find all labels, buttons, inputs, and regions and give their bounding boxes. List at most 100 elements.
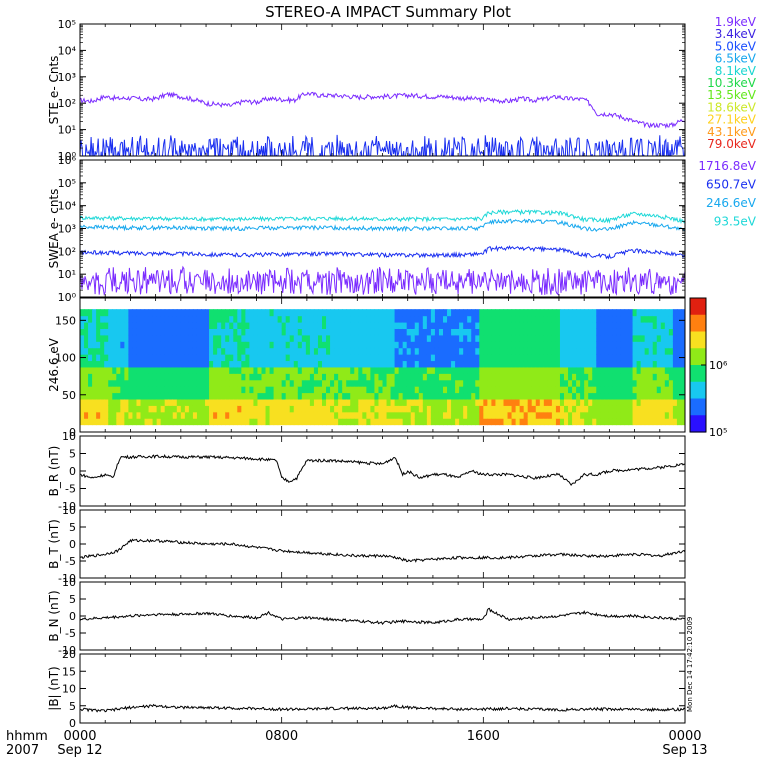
heatmap-cell xyxy=(362,405,367,413)
heatmap-cell xyxy=(648,411,654,419)
heatmap-cell xyxy=(269,341,275,349)
heatmap-cell xyxy=(309,315,315,323)
heatmap-cell xyxy=(92,418,97,426)
heatmap-cell xyxy=(293,418,299,426)
heatmap-cell xyxy=(120,354,125,362)
heatmap-cell xyxy=(588,309,593,317)
heatmap-cell xyxy=(84,392,89,400)
heatmap-cell xyxy=(652,334,658,342)
heatmap-cell xyxy=(451,309,456,317)
heatmap-cell xyxy=(100,315,105,323)
heatmap-cell xyxy=(459,386,464,394)
heatmap-cell xyxy=(648,379,654,387)
heatmap-cell xyxy=(225,328,230,336)
heatmap-cell xyxy=(551,366,557,374)
heatmap-cell xyxy=(297,386,303,394)
heatmap-cell xyxy=(434,334,440,342)
heatmap-cell xyxy=(451,347,456,355)
heatmap-cell xyxy=(330,360,335,368)
heatmap-cell xyxy=(140,334,146,342)
heatmap-cell xyxy=(616,321,622,329)
heatmap-cell xyxy=(511,392,517,400)
heatmap-cell xyxy=(535,315,541,323)
heatmap-cell xyxy=(184,379,190,387)
heatmap-cell xyxy=(326,392,331,400)
heatmap-cell xyxy=(322,309,327,317)
heatmap-cell xyxy=(241,411,246,419)
heatmap-cell xyxy=(285,386,291,394)
heatmap-cell xyxy=(531,418,537,426)
heatmap-cell xyxy=(426,398,432,406)
heatmap-cell xyxy=(192,328,198,336)
heatmap-cell xyxy=(120,360,125,368)
heatmap-cell xyxy=(668,347,674,355)
heatmap-cell xyxy=(225,354,230,362)
heatmap-cell xyxy=(475,309,480,317)
heatmap-cell xyxy=(342,347,347,355)
heatmap-cell xyxy=(338,328,343,336)
heatmap-cell xyxy=(386,354,392,362)
heatmap-cell xyxy=(366,328,371,336)
heatmap-cell xyxy=(301,411,307,419)
heatmap-cell xyxy=(144,398,150,406)
heatmap-cell xyxy=(543,315,549,323)
heatmap-cell xyxy=(402,405,408,413)
heatmap-cell xyxy=(491,398,497,406)
heatmap-cell xyxy=(144,354,150,362)
heatmap-cell xyxy=(188,411,194,419)
ste-legend-item: 10.3keV xyxy=(707,76,757,90)
heatmap-cell xyxy=(84,315,89,323)
heatmap-cell xyxy=(354,360,359,368)
heatmap-cell xyxy=(293,398,299,406)
heatmap-cell xyxy=(535,373,541,381)
heatmap-cell xyxy=(628,405,634,413)
heatmap-cell xyxy=(628,366,634,374)
heatmap-cell xyxy=(241,405,246,413)
heatmap-cell xyxy=(447,334,452,342)
heatmap-cell xyxy=(273,334,279,342)
heatmap-cell xyxy=(104,405,109,413)
heatmap-cell xyxy=(616,411,622,419)
heatmap-cell xyxy=(342,386,347,394)
heatmap-cell xyxy=(164,328,170,336)
heatmap-cell xyxy=(382,418,388,426)
heatmap-cell xyxy=(156,373,162,381)
heatmap-cell xyxy=(660,321,666,329)
heatmap-cell xyxy=(342,398,347,406)
heatmap-cell xyxy=(527,418,533,426)
heatmap-cell xyxy=(414,328,420,336)
heatmap-cell xyxy=(443,315,448,323)
heatmap-cell xyxy=(640,321,646,329)
heatmap-cell xyxy=(309,366,315,374)
heatmap-cell xyxy=(350,392,355,400)
heatmap-cell xyxy=(84,366,89,374)
heatmap-cell xyxy=(426,386,432,394)
heatmap-cell xyxy=(362,386,367,394)
heatmap-cell xyxy=(438,379,444,387)
heatmap-cell xyxy=(132,360,138,368)
heatmap-cell xyxy=(543,328,549,336)
heatmap-cell xyxy=(233,354,238,362)
heatmap-cell xyxy=(459,405,464,413)
colorbar-swatch xyxy=(690,314,706,319)
heatmap-cell xyxy=(156,366,162,374)
heatmap-cell xyxy=(305,334,311,342)
heatmap-cell xyxy=(84,386,89,394)
heatmap-cell xyxy=(596,328,601,336)
heatmap-cell xyxy=(628,347,634,355)
heatmap-cell xyxy=(515,315,521,323)
heatmap-cell xyxy=(209,418,214,426)
heatmap-cell xyxy=(362,347,367,355)
heatmap-cell xyxy=(285,418,291,426)
heatmap-cell xyxy=(576,315,581,323)
heatmap-cell xyxy=(394,398,400,406)
heatmap-cell xyxy=(668,309,674,317)
heatmap-cell xyxy=(317,398,323,406)
heatmap-cell xyxy=(354,398,359,406)
heatmap-cell xyxy=(430,386,436,394)
heatmap-cell xyxy=(88,398,93,406)
heatmap-cell xyxy=(374,392,380,400)
heatmap-cell xyxy=(136,360,142,368)
heatmap-cell xyxy=(112,354,117,362)
heatmap-cell xyxy=(172,373,178,381)
